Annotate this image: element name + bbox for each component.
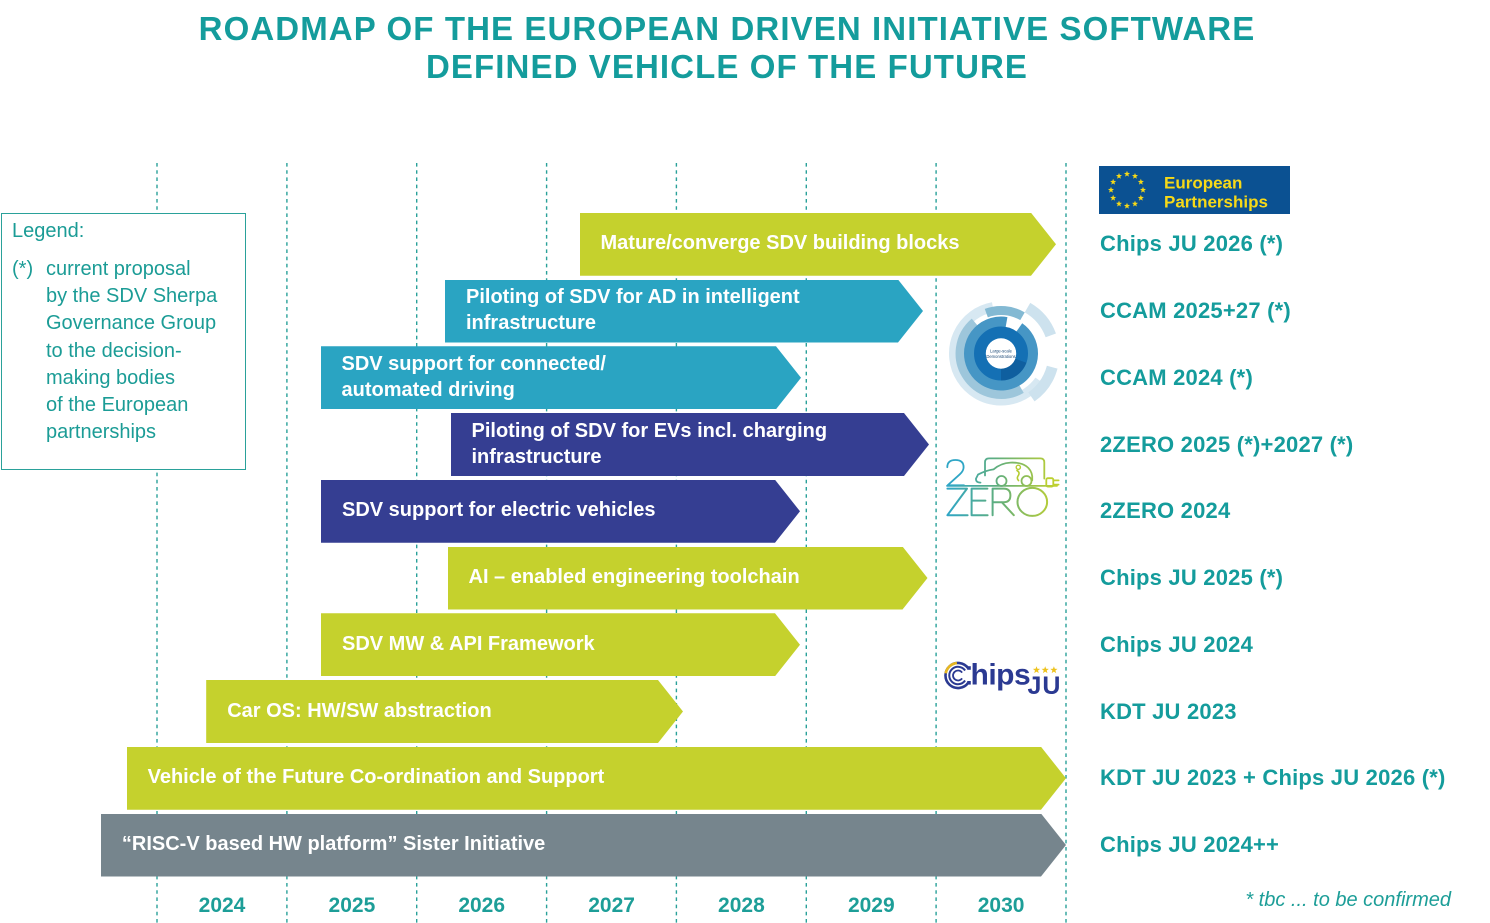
svg-text:Large-scale: Large-scale xyxy=(990,349,1013,354)
svg-text:European: European xyxy=(1164,173,1242,192)
svg-text:Partnerships: Partnerships xyxy=(1164,192,1268,211)
svg-text:JU: JU xyxy=(1028,672,1062,700)
svg-text:hips: hips xyxy=(971,659,1031,692)
svg-text:Demonstrations: Demonstrations xyxy=(986,354,1015,359)
